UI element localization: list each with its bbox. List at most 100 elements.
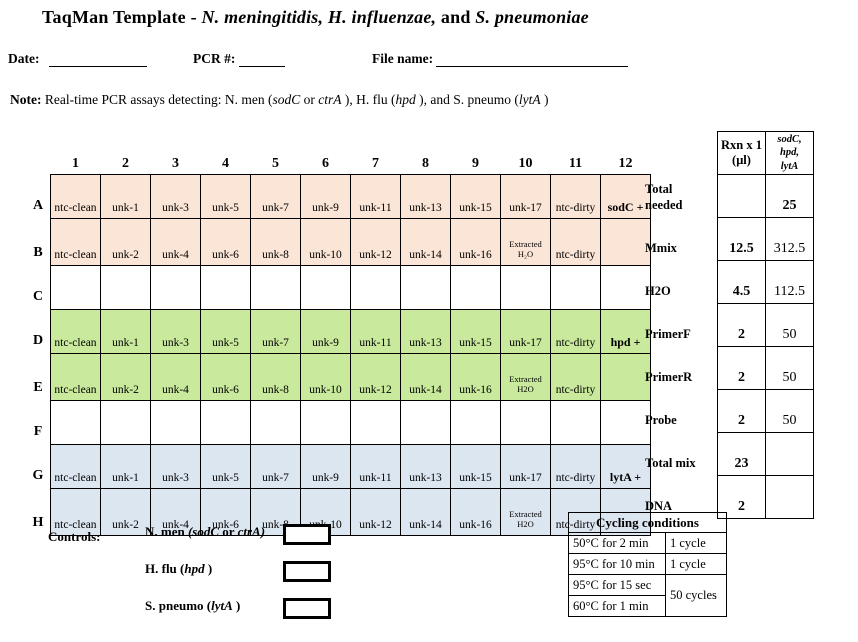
well-E9[interactable]: unk-16 bbox=[450, 353, 501, 401]
well-F9[interactable] bbox=[450, 400, 501, 445]
well-C2[interactable] bbox=[100, 265, 151, 310]
mix-assay-value[interactable]: 50 bbox=[765, 303, 814, 347]
well-A7[interactable]: unk-11 bbox=[350, 174, 401, 219]
mix-assay-value[interactable] bbox=[765, 432, 814, 476]
mix-rxn-value[interactable]: 12.5 bbox=[717, 217, 766, 261]
well-D3[interactable]: unk-3 bbox=[150, 309, 201, 354]
mix-rxn-value[interactable]: 23 bbox=[717, 432, 766, 476]
well-A2[interactable]: unk-1 bbox=[100, 174, 151, 219]
well-F3[interactable] bbox=[150, 400, 201, 445]
well-B11[interactable]: ntc-dirty bbox=[550, 218, 601, 266]
well-F4[interactable] bbox=[200, 400, 251, 445]
well-E5[interactable]: unk-8 bbox=[250, 353, 301, 401]
mix-assay-value[interactable]: 50 bbox=[765, 346, 814, 390]
well-D5[interactable]: unk-7 bbox=[250, 309, 301, 354]
well-G6[interactable]: unk-9 bbox=[300, 444, 351, 489]
well-B9[interactable]: unk-16 bbox=[450, 218, 501, 266]
well-B4[interactable]: unk-6 bbox=[200, 218, 251, 266]
well-F5[interactable] bbox=[250, 400, 301, 445]
well-C9[interactable] bbox=[450, 265, 501, 310]
well-E8[interactable]: unk-14 bbox=[400, 353, 451, 401]
file-name-input-line[interactable] bbox=[436, 52, 629, 67]
well-B5[interactable]: unk-8 bbox=[250, 218, 301, 266]
well-E3[interactable]: unk-4 bbox=[150, 353, 201, 401]
well-F7[interactable] bbox=[350, 400, 401, 445]
well-B10[interactable]: Extracted H₂O bbox=[500, 218, 551, 266]
well-F6[interactable] bbox=[300, 400, 351, 445]
well-A9[interactable]: unk-15 bbox=[450, 174, 501, 219]
well-A11[interactable]: ntc-dirty bbox=[550, 174, 601, 219]
well-C7[interactable] bbox=[350, 265, 401, 310]
mix-rxn-value[interactable]: 2 bbox=[717, 346, 766, 390]
well-A5[interactable]: unk-7 bbox=[250, 174, 301, 219]
well-F2[interactable] bbox=[100, 400, 151, 445]
well-E1[interactable]: ntc-clean bbox=[50, 353, 101, 401]
well-B8[interactable]: unk-14 bbox=[400, 218, 451, 266]
well-G12[interactable]: lytA + bbox=[600, 444, 651, 489]
well-G4[interactable]: unk-5 bbox=[200, 444, 251, 489]
well-D8[interactable]: unk-13 bbox=[400, 309, 451, 354]
well-G1[interactable]: ntc-clean bbox=[50, 444, 101, 489]
well-G5[interactable]: unk-7 bbox=[250, 444, 301, 489]
well-G10[interactable]: unk-17 bbox=[500, 444, 551, 489]
well-F10[interactable] bbox=[500, 400, 551, 445]
mix-assay-value[interactable]: 25 bbox=[765, 174, 814, 218]
well-E2[interactable]: unk-2 bbox=[100, 353, 151, 401]
well-G11[interactable]: ntc-dirty bbox=[550, 444, 601, 489]
well-B6[interactable]: unk-10 bbox=[300, 218, 351, 266]
well-C10[interactable] bbox=[500, 265, 551, 310]
well-D1[interactable]: ntc-clean bbox=[50, 309, 101, 354]
well-G9[interactable]: unk-15 bbox=[450, 444, 501, 489]
well-A6[interactable]: unk-9 bbox=[300, 174, 351, 219]
well-H8[interactable]: unk-14 bbox=[400, 488, 451, 536]
well-D9[interactable]: unk-15 bbox=[450, 309, 501, 354]
well-B1[interactable]: ntc-clean bbox=[50, 218, 101, 266]
well-D11[interactable]: ntc-dirty bbox=[550, 309, 601, 354]
well-E6[interactable]: unk-10 bbox=[300, 353, 351, 401]
well-G2[interactable]: unk-1 bbox=[100, 444, 151, 489]
mix-rxn-value[interactable]: 2 bbox=[717, 475, 766, 519]
well-E4[interactable]: unk-6 bbox=[200, 353, 251, 401]
well-A10[interactable]: unk-17 bbox=[500, 174, 551, 219]
well-F1[interactable] bbox=[50, 400, 101, 445]
well-B3[interactable]: unk-4 bbox=[150, 218, 201, 266]
mix-rxn-value[interactable] bbox=[717, 174, 766, 218]
mix-assay-value[interactable] bbox=[765, 475, 814, 519]
control-input-box[interactable] bbox=[283, 561, 331, 582]
well-A4[interactable]: unk-5 bbox=[200, 174, 251, 219]
well-A8[interactable]: unk-13 bbox=[400, 174, 451, 219]
well-D4[interactable]: unk-5 bbox=[200, 309, 251, 354]
well-A3[interactable]: unk-3 bbox=[150, 174, 201, 219]
well-C5[interactable] bbox=[250, 265, 301, 310]
well-C6[interactable] bbox=[300, 265, 351, 310]
well-G7[interactable]: unk-11 bbox=[350, 444, 401, 489]
well-E11[interactable]: ntc-dirty bbox=[550, 353, 601, 401]
well-G8[interactable]: unk-13 bbox=[400, 444, 451, 489]
mix-assay-value[interactable]: 312.5 bbox=[765, 217, 814, 261]
well-H10[interactable]: Extracted H2O bbox=[500, 488, 551, 536]
well-E10[interactable]: Extracted H2O bbox=[500, 353, 551, 401]
well-H7[interactable]: unk-12 bbox=[350, 488, 401, 536]
well-A12[interactable]: sodC + bbox=[600, 174, 651, 219]
well-D12[interactable]: hpd + bbox=[600, 309, 651, 354]
well-B7[interactable]: unk-12 bbox=[350, 218, 401, 266]
mix-rxn-value[interactable]: 2 bbox=[717, 303, 766, 347]
well-C8[interactable] bbox=[400, 265, 451, 310]
well-H4[interactable]: unk-6 bbox=[200, 488, 251, 536]
well-H9[interactable]: unk-16 bbox=[450, 488, 501, 536]
well-F11[interactable] bbox=[550, 400, 601, 445]
well-C4[interactable] bbox=[200, 265, 251, 310]
well-D6[interactable]: unk-9 bbox=[300, 309, 351, 354]
well-A1[interactable]: ntc-clean bbox=[50, 174, 101, 219]
well-C1[interactable] bbox=[50, 265, 101, 310]
well-G3[interactable]: unk-3 bbox=[150, 444, 201, 489]
well-C11[interactable] bbox=[550, 265, 601, 310]
well-D2[interactable]: unk-1 bbox=[100, 309, 151, 354]
well-F8[interactable] bbox=[400, 400, 451, 445]
well-B12[interactable] bbox=[600, 218, 651, 266]
date-input-line[interactable] bbox=[48, 52, 147, 67]
well-E7[interactable]: unk-12 bbox=[350, 353, 401, 401]
well-H1[interactable]: ntc-clean bbox=[50, 488, 101, 536]
mix-rxn-value[interactable]: 2 bbox=[717, 389, 766, 433]
well-C3[interactable] bbox=[150, 265, 201, 310]
